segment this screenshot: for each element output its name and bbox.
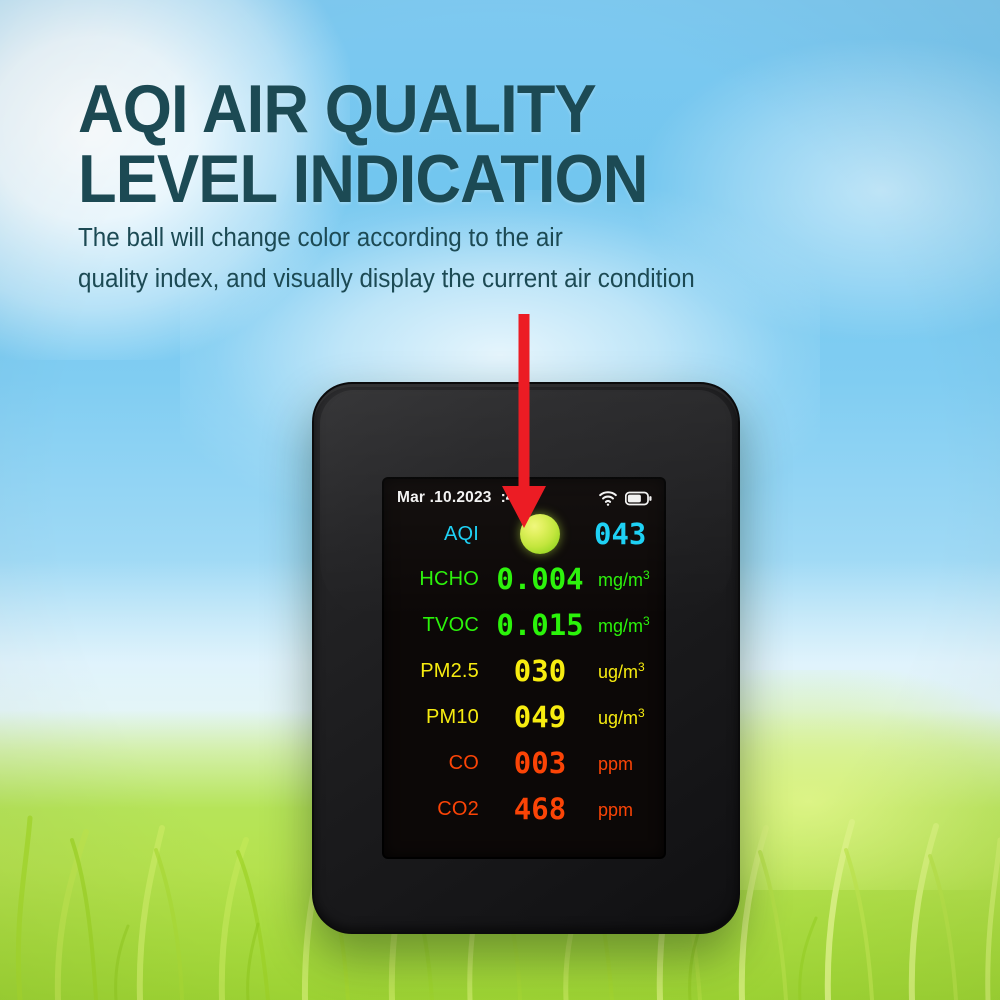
- reading-unit-pm10: ug/m3: [598, 705, 645, 728]
- reading-unit-co2: ppm: [598, 799, 634, 820]
- page-title-line2: LEVEL INDICATION: [78, 141, 648, 217]
- reading-row-tvoc: TVOC 0.015 mg/m3: [384, 602, 664, 648]
- page-subtitle-line2: quality index, and visually display the …: [78, 265, 695, 293]
- reading-value-tvoc: 0.015: [496, 608, 584, 642]
- reading-value-pm10: 049: [513, 700, 567, 734]
- reading-unit-pm25: ug/m3: [598, 659, 645, 682]
- reading-label-aqi: AQI: [443, 522, 479, 545]
- status-date: Mar .10.2023: [397, 489, 492, 506]
- reading-label-hcho: HCHO: [419, 567, 479, 590]
- device-screen: Mar .10.2023 :44: [384, 479, 664, 857]
- reading-value-hcho: 0.004: [496, 562, 584, 596]
- battery-icon: [625, 491, 652, 505]
- reading-value-aqi: 043: [594, 517, 647, 551]
- red-down-arrow-icon: [502, 314, 546, 528]
- reading-value-pm25: 030: [513, 654, 567, 688]
- reading-unit-hcho: mg/m3: [598, 567, 650, 590]
- reading-label-co: CO: [448, 751, 479, 774]
- wifi-icon: [599, 491, 617, 506]
- page-subtitle: The ball will change color according to …: [78, 218, 867, 300]
- reading-value-co: 003: [513, 746, 567, 780]
- page-title: AQI AIR QUALITY LEVEL INDICATION: [78, 74, 878, 214]
- reading-unit-tvoc: mg/m3: [598, 613, 650, 636]
- reading-row-co2: CO2 468 ppm: [384, 786, 664, 832]
- reading-label-pm25: PM2.5: [420, 659, 479, 682]
- page-title-line1: AQI AIR QUALITY: [78, 71, 597, 147]
- reading-row-co: CO 003 ppm: [384, 740, 664, 786]
- readings-list: AQI 043 HCHO 0.004 mg/m3 TVOC 0.015 mg/m…: [384, 512, 664, 832]
- reading-row-pm10: PM10 049 ug/m3: [384, 694, 664, 740]
- reading-unit-co: ppm: [598, 753, 634, 774]
- reading-row-hcho: HCHO 0.004 mg/m3: [384, 556, 664, 602]
- reading-row-aqi: AQI 043: [384, 512, 664, 556]
- reading-value-co2: 468: [513, 792, 567, 826]
- page-subtitle-line1: The ball will change color according to …: [78, 224, 563, 252]
- reading-row-pm25: PM2.5 030 ug/m3: [384, 648, 664, 694]
- reading-label-pm10: PM10: [425, 705, 479, 728]
- air-quality-monitor-device: Mar .10.2023 :44: [312, 382, 740, 934]
- reading-label-tvoc: TVOC: [422, 613, 479, 636]
- reading-label-co2: CO2: [437, 797, 479, 820]
